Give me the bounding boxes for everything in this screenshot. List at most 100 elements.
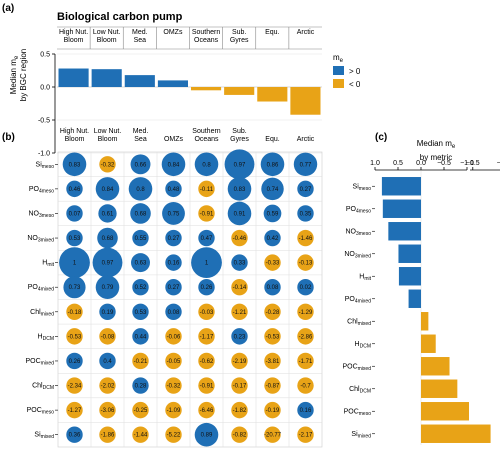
- b-row-label: Hmit: [42, 260, 54, 269]
- b-cell-circle: [98, 204, 117, 223]
- b-cell-value: 0.77: [300, 162, 312, 168]
- b-cell-value: 0.07: [69, 211, 81, 217]
- b-cell-value: -0.13: [299, 261, 313, 267]
- b-cell-value: -1.27: [68, 408, 82, 414]
- b-cell-value: 0.8: [202, 162, 211, 168]
- b-cell: 1: [191, 247, 222, 279]
- b-cell-circle: [130, 154, 151, 175]
- b-cell-circle: [264, 279, 281, 296]
- b-cell-value: 0.84: [168, 162, 180, 168]
- c-bar: [408, 289, 421, 308]
- b-cell: 0.97: [224, 149, 255, 180]
- a-category-line1: Southern: [192, 29, 221, 36]
- c-bar-segment: [421, 334, 436, 353]
- b-cell-circle: [132, 401, 149, 419]
- b-column-line1: Equ.: [265, 136, 279, 143]
- b-cell-value: -0.05: [167, 359, 181, 365]
- b-column-label: Sub.Gyres: [230, 128, 249, 143]
- b-cell-value: -0.87: [266, 384, 280, 390]
- b-cell: 0.36: [66, 426, 83, 443]
- b-cell-circle: [165, 279, 182, 296]
- b-cell-circle: [97, 227, 118, 249]
- a-category-line2: Bloom: [97, 37, 117, 44]
- b-column-line2: Sea: [134, 136, 147, 143]
- c-bar-segment: [421, 312, 429, 331]
- b-cell: 0.35: [297, 205, 314, 222]
- b-cell-circle: [66, 229, 83, 247]
- c-bar: [421, 312, 429, 331]
- c-bar: [421, 424, 491, 443]
- c-row-label: Chlmixed: [347, 318, 371, 327]
- b-cell-value: -6.46: [200, 408, 214, 414]
- b-column-line1: Med.: [133, 128, 149, 135]
- b-cell-circle: [264, 254, 281, 271]
- b-cell-circle: [66, 205, 83, 222]
- b-cell-circle: [191, 247, 222, 279]
- b-cell: -0.33: [264, 254, 281, 271]
- b-cell-value: -2.02: [101, 384, 115, 390]
- b-cell-value: 0.08: [168, 310, 180, 316]
- c-bar-segment: [398, 267, 421, 286]
- b-cell: 0.16: [165, 254, 182, 271]
- b-cell-circle: [165, 426, 182, 443]
- b-cell: -2.02: [99, 377, 116, 394]
- b-cell-value: 0.79: [102, 285, 114, 291]
- b-cell: 0.53: [132, 303, 149, 320]
- b-cell-circle: [99, 352, 116, 370]
- b-cell: 0.26: [198, 279, 215, 296]
- b-cell: -0.13: [297, 254, 314, 271]
- b-column-line1: Sub.: [232, 128, 246, 135]
- b-cell-circle: [264, 229, 281, 247]
- b-column-line1: Low Nut.: [94, 128, 122, 135]
- b-cell: -1.17: [198, 328, 215, 345]
- b-cell: 0.42: [264, 229, 281, 247]
- b-cell-value: -0.7: [300, 384, 311, 390]
- b-cell-circle: [224, 149, 255, 180]
- b-cell-circle: [231, 328, 248, 345]
- b-cell-value: -0.32: [101, 162, 115, 168]
- b-row-label: HDCM: [38, 333, 54, 342]
- b-cell-value: -0.82: [233, 433, 247, 439]
- b-cell-value: 0.53: [69, 236, 81, 242]
- c-bar: [388, 222, 421, 241]
- b-cell-circle: [132, 377, 149, 394]
- c-xtick-label: −0.5: [437, 160, 451, 167]
- b-cell-circle: [194, 422, 219, 447]
- b-cell-value: 0.33: [234, 261, 246, 267]
- b-column-line1: OMZs: [164, 136, 184, 143]
- c-row-label: Simixed: [351, 431, 371, 440]
- c-bar-segment: [398, 244, 421, 263]
- legend-label-negative: < 0: [349, 80, 361, 89]
- b-cell: -2.86: [297, 328, 314, 345]
- b-cell-value: -0.21: [134, 359, 148, 365]
- b-cell-circle: [231, 279, 248, 296]
- b-cell-value: -20.77: [264, 433, 282, 439]
- b-cell-value: -0.14: [233, 285, 247, 291]
- b-cell-circle: [59, 247, 90, 279]
- c-bar-segment: [388, 222, 421, 241]
- b-column-label: Equ.: [265, 136, 279, 143]
- b-cell-value: 0.66: [135, 162, 147, 168]
- b-column-line1: Southern: [192, 128, 221, 135]
- c-row-label: PO4meso: [346, 206, 371, 215]
- b-cell-circle: [297, 352, 314, 370]
- b-cell: 0.46: [66, 180, 83, 198]
- c-xtick-label: 0.5: [393, 160, 403, 167]
- b-cell: -6.46: [198, 401, 215, 419]
- b-cell-value: 0.83: [69, 162, 81, 168]
- b-cell-circle: [264, 426, 281, 443]
- c-xtick-label: 1.0: [370, 160, 380, 167]
- b-cell-value: -3.81: [266, 359, 280, 365]
- b-cell: -0.06: [165, 328, 182, 345]
- b-cell: -0.91: [198, 377, 215, 394]
- b-cell-value: -0.91: [200, 384, 214, 390]
- c-bar: [381, 177, 421, 196]
- a-category-label: Sub.Gyres: [230, 29, 249, 44]
- c-bar-segment: [381, 177, 421, 196]
- a-category-label: High Nut.Bloom: [59, 29, 88, 44]
- panel-a-ylabel-line2: by BGC region: [19, 49, 28, 101]
- c-row-label: HDCM: [355, 341, 371, 350]
